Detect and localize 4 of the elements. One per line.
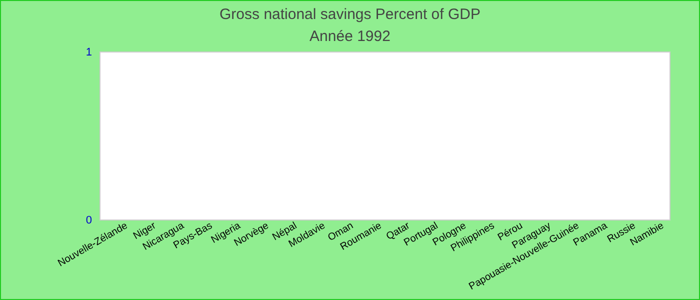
chart-subtitle: Année 1992 [310, 28, 390, 45]
y-tick-label: 1 [86, 46, 92, 59]
y-tick-label: 0 [86, 214, 92, 227]
chart-title: Gross national savings Percent of GDP [220, 6, 480, 23]
